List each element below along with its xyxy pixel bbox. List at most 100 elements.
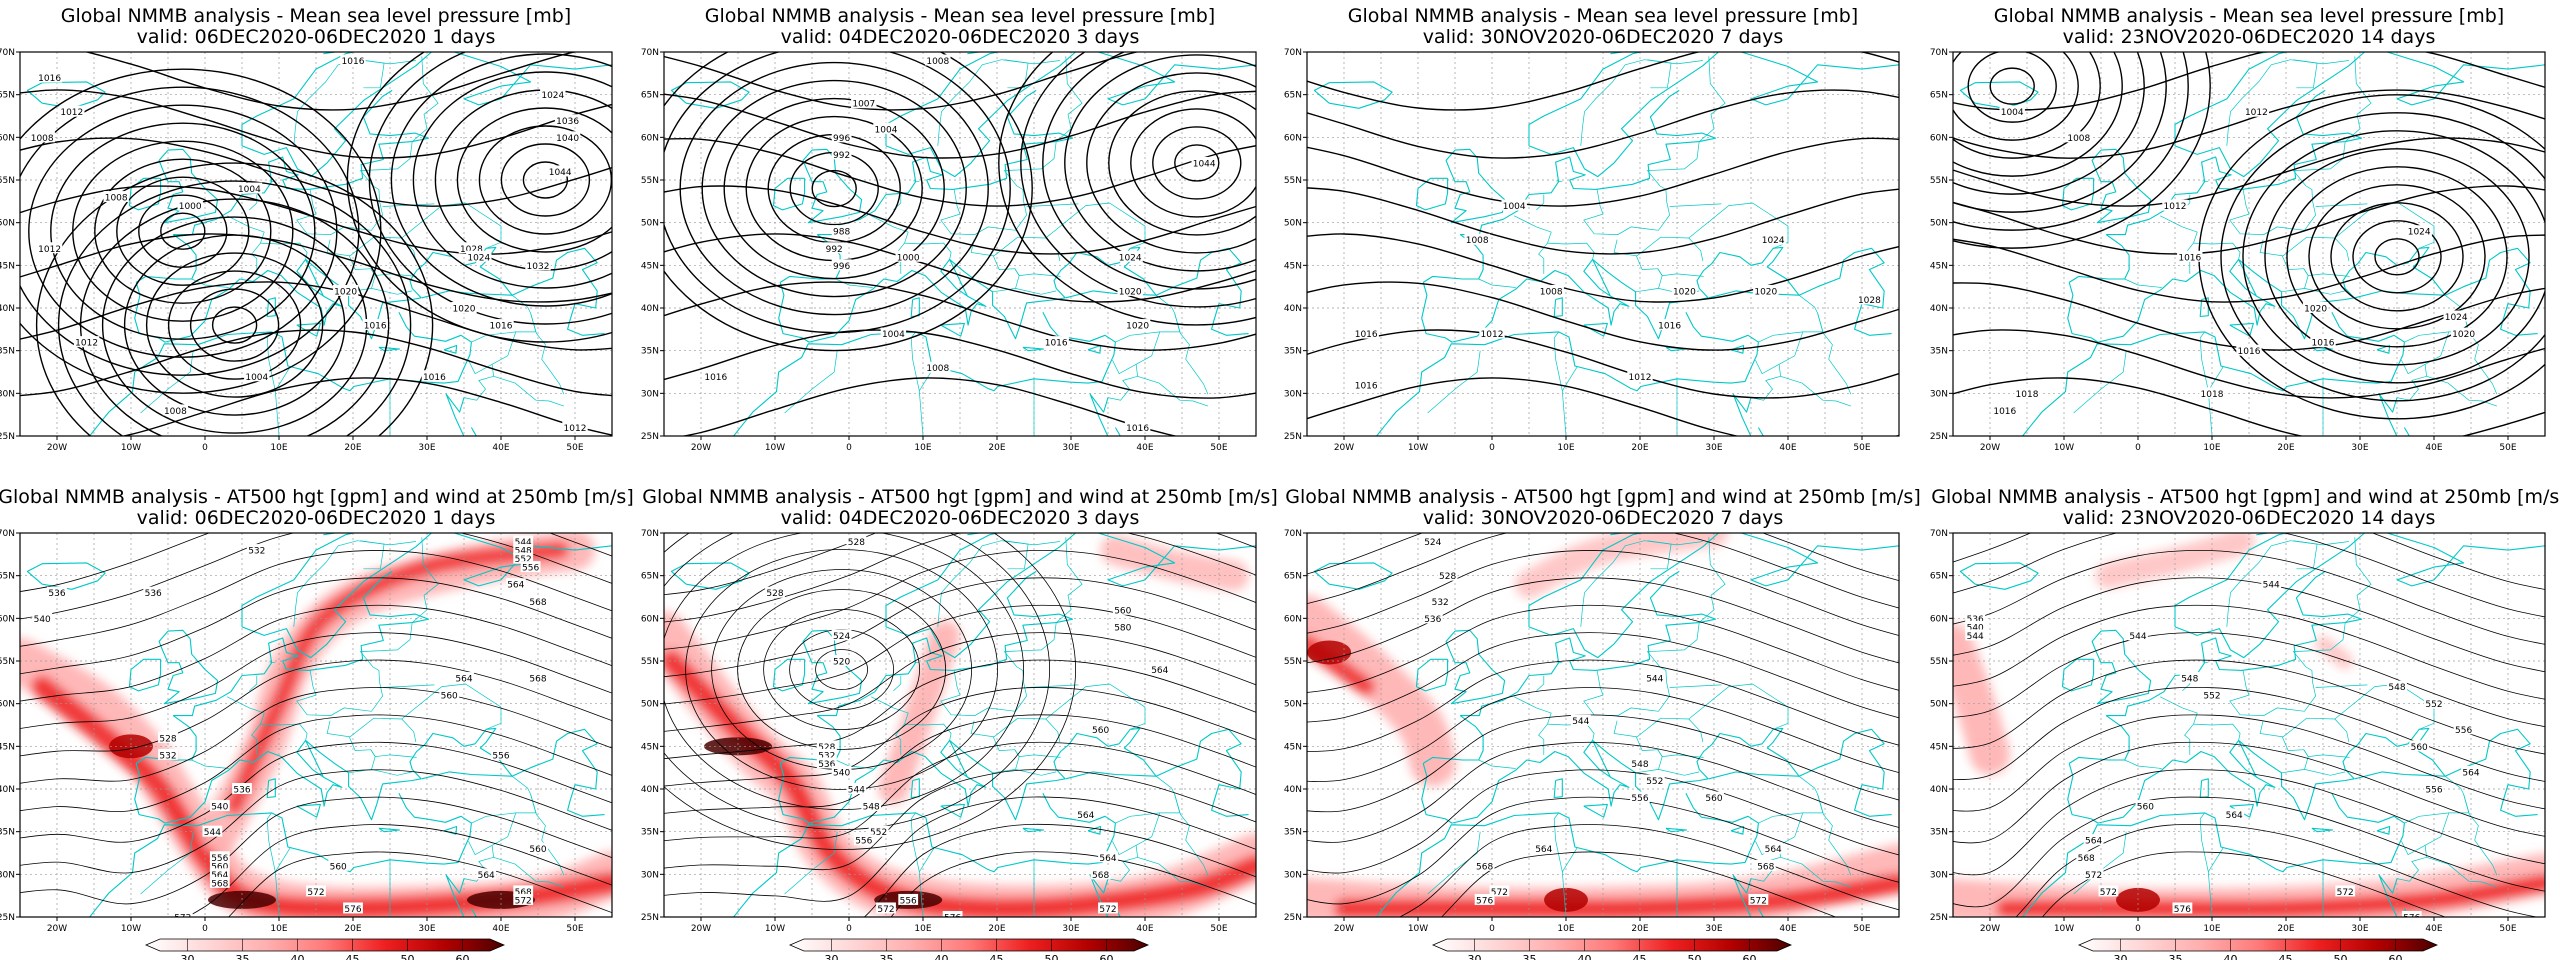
y-tick-label: 55N [1284, 176, 1302, 186]
y-tick-label: 35N [641, 347, 659, 357]
chart-panel-2: Global NMMB analysis - Mean sea level pr… [641, 5, 1257, 453]
contour-label: 560 [529, 845, 546, 855]
contour-label-bg [2066, 131, 2092, 143]
x-tick-label: 30E [418, 443, 435, 453]
isoline [20, 89, 612, 159]
isoline [1953, 52, 2101, 159]
contour-label: 576 [944, 914, 961, 924]
contour-label-bg [458, 242, 485, 254]
contour-label: 564 [1151, 666, 1168, 676]
x-tick-label: 10W [2054, 443, 2074, 453]
contour-label: 1008 [926, 364, 949, 374]
x-tick-label: 0 [2135, 443, 2141, 453]
colorbar-tick-label: 45 [346, 953, 360, 960]
contour-label: 1020 [334, 287, 357, 297]
contour-label: 1016 [1993, 407, 2016, 417]
colorbar-tick-label: 35 [2169, 953, 2183, 960]
contour-label-bg [1753, 284, 1779, 296]
x-tick-label: 10W [121, 443, 141, 453]
contour-label-bg [1644, 672, 1665, 684]
contour-label: 544 [1967, 632, 1984, 642]
colorbar-tick-label: 50 [1688, 953, 1702, 960]
contour-label-bg [158, 731, 178, 743]
map-area: 1004 1008 1012 1012 1016 1020 1024 1024 1020 1016… [1953, 52, 2545, 436]
isoline [1953, 686, 2545, 782]
y-tick-label: 35N [1930, 347, 1948, 357]
contour-label-bg [873, 122, 899, 134]
contour-label-bg [1075, 808, 1096, 820]
x-tick-label: 20E [1631, 924, 1648, 934]
isoline [2220, 112, 2545, 402]
contour-label: 1028 [460, 245, 483, 255]
y-tick-label: 65N [1930, 91, 1948, 101]
isoline [48, 824, 612, 917]
isoline [1307, 233, 1899, 303]
isoline [890, 851, 1256, 917]
contour-label: 992 [826, 245, 843, 255]
y-tick-label: 40N [1284, 304, 1302, 314]
map-frame [663, 532, 1257, 918]
chart-subtitle: valid: 23NOV2020-06DEC2020 14 days [2063, 26, 2436, 48]
isoline [1307, 796, 1899, 905]
contour-label: 572 [2337, 888, 2354, 898]
isolines [1953, 533, 2545, 917]
y-tick-label: 40N [0, 304, 15, 314]
isolines [664, 533, 1256, 917]
contour-label: 1004 [882, 330, 905, 340]
chart-subtitle: valid: 23NOV2020-06DEC2020 14 days [2063, 507, 2436, 529]
contour-label: 564 [1535, 845, 1552, 855]
contour-label-bg [209, 876, 230, 888]
contour-label-bg [816, 748, 837, 760]
isoline [1307, 533, 1899, 582]
isoline [815, 649, 868, 690]
contour-label: 1000 [179, 202, 202, 212]
contour-label-bg [1479, 327, 1505, 339]
contour-label: 1016 [490, 322, 513, 332]
contour-label-bg [831, 131, 852, 143]
contour-label-bg [831, 259, 852, 271]
contour-label-bg [2310, 336, 2336, 348]
isoline [1307, 377, 1899, 436]
contour-label-bg [1755, 859, 1776, 871]
contour-label-bg [36, 242, 63, 254]
coastlines [1313, 52, 1899, 436]
contour-label-bg [1704, 791, 1724, 803]
contour-label: 1036 [556, 117, 579, 127]
x-tick-label: 10W [121, 924, 141, 934]
isoline [20, 185, 612, 255]
contour-label-bg [2083, 834, 2104, 846]
contour-label-bg [2424, 697, 2444, 709]
isoline [20, 577, 612, 675]
y-tick-label: 50N [1284, 700, 1302, 710]
contour-label-bg [824, 242, 845, 254]
y-tick-label: 45N [0, 742, 15, 752]
isoline [346, 52, 612, 343]
x-tick-label: 10E [1557, 924, 1574, 934]
contour-label-bg [1043, 336, 1069, 348]
colorbar-tick-label: 60 [2389, 953, 2403, 960]
map-frame [663, 51, 1257, 437]
isoline [1953, 52, 2145, 195]
isoline [20, 550, 612, 647]
isoline [664, 281, 1256, 351]
contour-label-bg [246, 544, 267, 556]
contour-label: 560 [2137, 803, 2154, 813]
isoline [1307, 550, 1899, 636]
contour-label: 536 [233, 786, 250, 796]
contour-label: 564 [478, 871, 495, 881]
colorbar-tick-label: 50 [1045, 953, 1059, 960]
contour-label: 1008 [164, 407, 187, 417]
contour-label-bg [2401, 911, 2422, 917]
contour-label: 1024 [467, 253, 490, 263]
isoline [664, 52, 1033, 352]
contour-label-bg [202, 825, 223, 837]
contour-label: 564 [211, 871, 228, 881]
isoline [20, 137, 612, 207]
isoline [20, 86, 360, 376]
contour-label-bg [236, 182, 263, 194]
contour-label: 1012 [38, 245, 61, 255]
contour-label: 544 [1572, 717, 1589, 727]
country-borders [784, 56, 1209, 436]
chart-subtitle: valid: 06DEC2020-06DEC2020 1 days [137, 507, 496, 529]
